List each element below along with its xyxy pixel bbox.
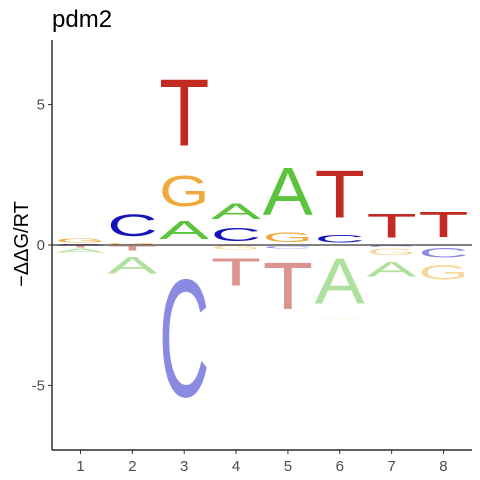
letter-t-pos7: T bbox=[366, 207, 416, 245]
letter-c-pos3: C bbox=[159, 246, 209, 433]
letter-g-pos5: G bbox=[263, 230, 313, 245]
letter-c-pos8: C bbox=[418, 245, 468, 260]
letter-a-pos3: A bbox=[159, 215, 210, 244]
x-tick-label: 2 bbox=[128, 458, 136, 475]
letter-a-pos6: A bbox=[315, 244, 365, 317]
x-tick-label: 3 bbox=[180, 458, 188, 475]
x-tick-label: 1 bbox=[76, 458, 84, 475]
letter-t-pos8: T bbox=[418, 204, 468, 245]
x-tick-label: 8 bbox=[439, 458, 447, 475]
letter-t-pos6: T bbox=[315, 156, 365, 231]
letter-t-pos1: T bbox=[55, 245, 105, 248]
letter-a-pos7: A bbox=[366, 257, 416, 281]
y-tick-label: 0 bbox=[37, 237, 45, 254]
letter-g-pos4: G bbox=[211, 245, 261, 251]
letter-t-pos3: T bbox=[159, 59, 209, 166]
letter-a-pos5: A bbox=[263, 154, 313, 230]
letter-t-pos4: T bbox=[211, 251, 261, 294]
x-tick-label: 4 bbox=[232, 458, 240, 475]
letter-g-pos8: G bbox=[418, 261, 468, 285]
x-tick-label: 5 bbox=[284, 458, 292, 475]
letter-c-pos7: C bbox=[366, 245, 416, 247]
letter-t-pos2: T bbox=[107, 245, 157, 252]
letter-t-pos5: T bbox=[263, 249, 313, 324]
letter-g-pos3: G bbox=[159, 166, 209, 215]
letter-a-pos4: A bbox=[211, 199, 261, 224]
y-axis-title: −ΔΔG/RT bbox=[11, 201, 33, 287]
chart-title: pdm2 bbox=[52, 6, 112, 33]
letter-g-pos2: G bbox=[107, 243, 157, 245]
letter-c-pos5: C bbox=[263, 245, 313, 249]
letter-a-pos2: A bbox=[107, 252, 158, 279]
x-tick-label: 6 bbox=[336, 458, 344, 475]
letter-c-pos6: C bbox=[315, 232, 365, 245]
letter-g-pos7: G bbox=[366, 247, 416, 257]
letter-g-pos1: G bbox=[55, 238, 105, 244]
letter-c-pos4: C bbox=[211, 224, 261, 245]
x-tick-label: 7 bbox=[387, 458, 395, 475]
axes-layer: -5 0 5 1 2 3 4 5 6 7 8 bbox=[32, 40, 472, 475]
letter-a-pos1: A bbox=[55, 248, 106, 254]
letter-c-pos2: C bbox=[107, 208, 157, 243]
y-tick-label: -5 bbox=[32, 377, 45, 394]
letter-g-pos6: G bbox=[315, 318, 365, 319]
y-tick-label: 5 bbox=[37, 97, 45, 114]
letter-c-pos1: C bbox=[55, 244, 105, 245]
